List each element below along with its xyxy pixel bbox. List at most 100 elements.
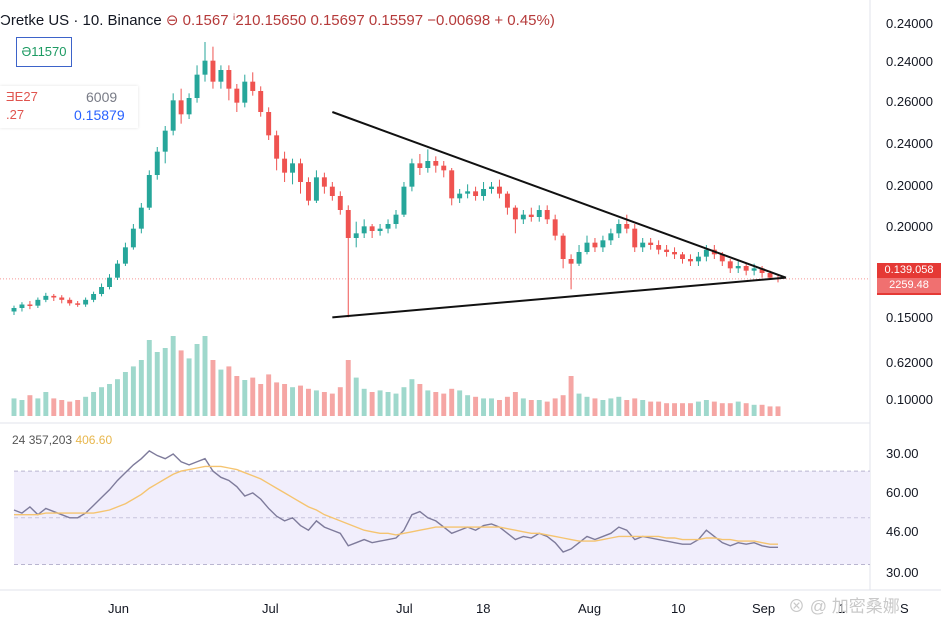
- volume-bar: [473, 396, 479, 416]
- volume-bar: [67, 401, 73, 416]
- volume-bar: [409, 379, 415, 416]
- volume-bar: [632, 398, 638, 416]
- price-axis-label: 0.26000: [886, 94, 933, 109]
- candle-body: [473, 191, 479, 196]
- volume-bar: [130, 366, 136, 416]
- candle-body: [146, 175, 152, 208]
- price-axis-label: 0.20000: [886, 219, 933, 234]
- volume-bar: [648, 401, 654, 416]
- candle-body: [162, 130, 168, 152]
- candle-body: [449, 170, 455, 199]
- volume-bar: [258, 384, 264, 416]
- candle-body: [178, 100, 184, 115]
- volume-bar: [361, 388, 367, 416]
- volume-bar: [695, 401, 701, 416]
- legend-value-a: ƎE27: [6, 89, 38, 104]
- volume-bar: [775, 406, 781, 416]
- candle-body: [27, 304, 33, 306]
- volume-bar: [496, 400, 502, 416]
- x-axis-label: Jul: [396, 601, 413, 616]
- volume-bar: [616, 396, 622, 416]
- candle-body: [298, 163, 303, 182]
- candle-body: [35, 299, 41, 306]
- candle-body: [680, 254, 685, 259]
- candle-body: [624, 224, 630, 229]
- volume-bar: [186, 358, 192, 416]
- volume-bar: [11, 398, 17, 416]
- candle-body: [552, 219, 558, 236]
- volume-bar: [457, 390, 463, 416]
- volume-bar: [194, 344, 200, 416]
- candle-body: [114, 263, 120, 278]
- volume-bar: [385, 392, 391, 416]
- volume-bar: [425, 390, 431, 416]
- candle-body: [226, 70, 232, 89]
- candle-body: [656, 245, 662, 250]
- last-price-tag: 0.139.058 2259.48: [877, 263, 941, 295]
- candle-body: [441, 165, 447, 171]
- candle-body: [489, 186, 494, 189]
- volume-bar: [560, 395, 566, 416]
- chart-header: Ɔretke US · 10. Binance ⊖ 0.1567 ⁱ210.15…: [0, 11, 555, 29]
- volume-bar: [43, 392, 49, 416]
- candle-body: [361, 226, 367, 234]
- x-axis-label: Sep: [752, 601, 776, 616]
- candle-body: [536, 210, 542, 217]
- volume-bar: [624, 400, 630, 416]
- volume-bar: [719, 403, 725, 416]
- candle-body: [512, 207, 518, 220]
- volume-bar: [520, 398, 526, 416]
- candle-body: [695, 256, 701, 262]
- candle-body: [11, 308, 17, 312]
- volume-bar: [536, 400, 542, 416]
- volume-bar: [170, 336, 176, 416]
- volume-bar: [735, 401, 741, 416]
- last-price-sub: 2259.48: [877, 278, 941, 293]
- candle-body: [672, 252, 678, 255]
- volume-bar: [35, 398, 41, 416]
- watermark: ⊗ @ 加密桑娜: [788, 597, 900, 616]
- volume-bar: [393, 393, 399, 416]
- volume-bar: [656, 401, 662, 416]
- volume-bar: [138, 360, 144, 416]
- volume-bar: [234, 376, 240, 416]
- x-axis-label: 10: [671, 601, 686, 616]
- candle-body: [242, 81, 248, 103]
- volume-bar: [274, 382, 280, 416]
- symbol-title[interactable]: Ɔretke US · 10. Binance: [0, 12, 162, 29]
- volume-axis-label: 0.62000: [886, 355, 933, 370]
- volume-bar: [210, 360, 216, 416]
- candle-body: [568, 259, 574, 264]
- volume-bar: [19, 400, 25, 416]
- boxed-indicator-value[interactable]: Ə11570: [16, 37, 72, 67]
- candle-body: [218, 70, 224, 82]
- volume-bar: [290, 387, 296, 416]
- volume-bar: [59, 400, 65, 416]
- volume-bar: [369, 392, 375, 416]
- candle-body: [616, 224, 622, 234]
- candle-body: [576, 252, 582, 264]
- rsi-axis-label: 46.00: [886, 524, 919, 539]
- candle-body: [67, 299, 73, 304]
- volume-bar: [337, 387, 343, 416]
- last-price: 0.139.058: [884, 264, 934, 276]
- volume-bar: [568, 376, 574, 416]
- candle-body: [751, 268, 757, 271]
- candle-body: [632, 228, 638, 248]
- candle-body: [496, 186, 502, 194]
- volume-bar: [51, 398, 57, 416]
- candle-body: [353, 233, 359, 238]
- volume-bar: [600, 400, 606, 416]
- candle-body: [19, 304, 25, 308]
- candle-body: [43, 295, 49, 300]
- candle-body: [504, 193, 510, 208]
- legend-value-d: 0.15879: [74, 107, 125, 123]
- candle-body: [719, 254, 725, 262]
- price-axis-label: 0.15000: [886, 310, 933, 325]
- volume-bar: [122, 372, 128, 416]
- candle-body: [664, 249, 670, 252]
- volume-bar: [672, 403, 678, 416]
- candle-body: [51, 295, 57, 298]
- candle-body: [401, 186, 407, 215]
